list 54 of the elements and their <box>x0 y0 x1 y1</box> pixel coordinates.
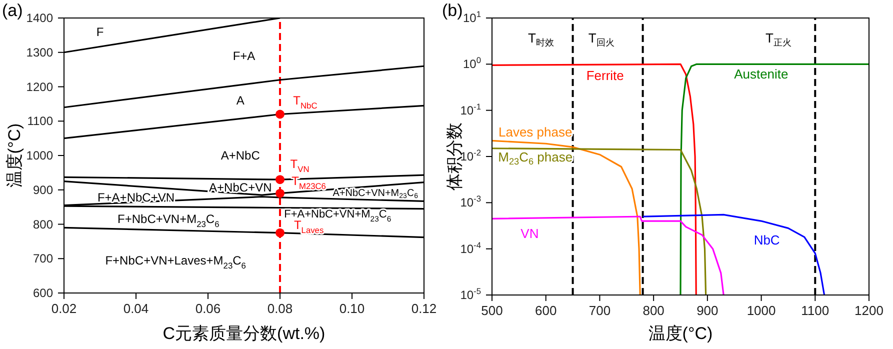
x-tick-label: 1100 <box>801 303 830 318</box>
annotation: F+A+NbC+VN <box>97 190 175 205</box>
annotation: F <box>96 24 104 39</box>
annotation: A+NbC <box>220 148 260 162</box>
x-tick-label: 1200 <box>854 303 884 318</box>
annotation: F+A <box>232 48 256 63</box>
annotation: A+NbC+VN+M$_{23}$C$_{6}$ <box>332 187 418 200</box>
annotation: A <box>236 94 244 108</box>
x-tick-label: 0.12 <box>411 301 437 316</box>
x-tick-label: 0.08 <box>267 301 293 316</box>
annotation: F+NbC+VN+Laves+M$_{23}$C$_{6}$ <box>105 253 246 270</box>
y-tick-label: 1200 <box>26 80 54 94</box>
annotation: A+NbC+VN <box>209 180 272 195</box>
annotation: T$_{时效}$ <box>528 30 554 48</box>
x-tick-label: 900 <box>696 303 718 318</box>
series-label: Laves phase <box>498 124 572 140</box>
y-tick-label: 10$^{-1}$ <box>460 101 482 118</box>
y-tick-label: 10$^{-5}$ <box>460 286 482 302</box>
x-tick-label: 0.04 <box>123 301 149 316</box>
x-axis-title: C元素质量分数(wt.%) <box>162 324 326 343</box>
x-tick-label: 500 <box>481 303 503 318</box>
y-tick-label: 1300 <box>26 45 54 60</box>
x-axis-title: 温度(°C) <box>648 324 713 343</box>
text: (a) <box>2 1 23 20</box>
y-tick-label: 700 <box>32 252 54 266</box>
y-tick-label: 10$^{-4}$ <box>460 240 482 256</box>
x-tick-label: 600 <box>535 303 557 318</box>
series-label: M$_{23}$C$_{6}$ phase <box>498 149 573 166</box>
annotation: T$_{正火}$ <box>766 30 792 48</box>
y-tick-label: 1000 <box>26 148 54 162</box>
x-tick-label: 800 <box>642 303 664 318</box>
y-axis-title: 温度(°C) <box>4 123 24 188</box>
series-label: NbC <box>754 232 780 248</box>
y-tick-label: 1100 <box>27 114 54 128</box>
y-tick-label: 900 <box>32 182 54 197</box>
annotation: T$_{回火}$ <box>588 30 614 48</box>
annotation: T$_{NbC}$ <box>293 94 318 110</box>
y-tick-label: 1400 <box>26 11 54 25</box>
annotation: T$_{VN}$ <box>290 156 310 174</box>
y-tick-label: 10$^{1}$ <box>462 9 482 25</box>
y-tick-label: 10$^{-3}$ <box>460 194 482 210</box>
series-label: Ferrite <box>586 67 624 82</box>
x-tick-label: 1000 <box>746 303 776 318</box>
x-tick-label: 0.06 <box>195 301 221 316</box>
x-tick-label: 0.02 <box>51 301 77 316</box>
y-tick-label: 600 <box>32 286 54 300</box>
series-label: VN <box>520 225 539 240</box>
x-tick-label: 0.10 <box>339 301 365 316</box>
x-tick-label: 700 <box>588 303 611 318</box>
annotation: F+NbC+VN+M$_{23}$C$_{6}$ <box>118 212 220 229</box>
y-tick-label: 800 <box>32 217 54 232</box>
text: (b) <box>442 1 463 20</box>
series-label: Austenite <box>734 66 788 81</box>
y-tick-label: 10$^{0}$ <box>462 55 482 72</box>
